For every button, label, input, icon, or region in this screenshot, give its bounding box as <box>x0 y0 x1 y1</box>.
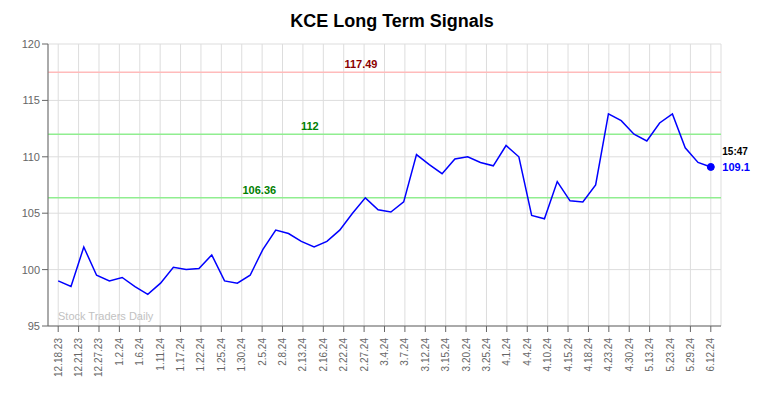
svg-text:109.1: 109.1 <box>722 161 750 173</box>
svg-text:1.30.24: 1.30.24 <box>236 338 247 372</box>
svg-text:12.27.23: 12.27.23 <box>93 338 104 377</box>
svg-text:1.17.24: 1.17.24 <box>175 338 186 372</box>
svg-text:1.2.24: 1.2.24 <box>114 338 125 366</box>
svg-text:3.7.24: 3.7.24 <box>399 338 410 366</box>
svg-text:110: 110 <box>22 151 40 163</box>
svg-text:3.12.24: 3.12.24 <box>420 338 431 372</box>
svg-text:3.25.24: 3.25.24 <box>481 338 492 372</box>
svg-text:Stock Traders Daily: Stock Traders Daily <box>58 310 154 322</box>
svg-text:4.23.24: 4.23.24 <box>603 338 614 372</box>
svg-text:12.18.23: 12.18.23 <box>53 338 64 377</box>
svg-text:4.1.24: 4.1.24 <box>501 338 512 366</box>
svg-text:95: 95 <box>28 320 40 332</box>
svg-text:2.13.24: 2.13.24 <box>297 338 308 372</box>
svg-text:112: 112 <box>301 120 319 132</box>
svg-text:4.30.24: 4.30.24 <box>624 338 635 372</box>
svg-text:5.29.24: 5.29.24 <box>685 338 696 372</box>
svg-text:3.20.24: 3.20.24 <box>461 338 472 372</box>
svg-text:15:47: 15:47 <box>722 146 748 157</box>
svg-text:1.22.24: 1.22.24 <box>195 338 206 372</box>
svg-text:3.15.24: 3.15.24 <box>440 338 451 372</box>
svg-text:2.5.24: 2.5.24 <box>257 338 268 366</box>
html-text:KCE Long Term Signals: KCE Long Term Signals <box>290 11 494 31</box>
svg-text:4.18.24: 4.18.24 <box>583 338 594 372</box>
svg-text:120: 120 <box>22 38 40 50</box>
svg-text:4.15.24: 4.15.24 <box>563 338 574 372</box>
svg-text:3.4.24: 3.4.24 <box>379 338 390 366</box>
svg-text:2.16.24: 2.16.24 <box>318 338 329 372</box>
svg-text:5.13.24: 5.13.24 <box>644 338 655 372</box>
svg-text:1.25.24: 1.25.24 <box>216 338 227 372</box>
svg-text:5.23.24: 5.23.24 <box>665 338 676 372</box>
svg-text:4.4.24: 4.4.24 <box>522 338 533 366</box>
svg-text:1.11.24: 1.11.24 <box>155 338 166 371</box>
svg-text:6.12.24: 6.12.24 <box>705 338 716 372</box>
svg-text:2.8.24: 2.8.24 <box>277 338 288 366</box>
svg-text:12.21.23: 12.21.23 <box>73 338 84 377</box>
svg-text:100: 100 <box>22 264 40 276</box>
svg-text:1.6.24: 1.6.24 <box>134 338 145 366</box>
svg-text:2.22.24: 2.22.24 <box>338 338 349 372</box>
svg-text:117.49: 117.49 <box>344 58 377 70</box>
svg-text:115: 115 <box>22 94 40 106</box>
svg-text:4.10.24: 4.10.24 <box>542 338 553 372</box>
svg-text:106.36: 106.36 <box>242 184 276 196</box>
svg-text:105: 105 <box>22 207 40 219</box>
svg-text:2.27.24: 2.27.24 <box>359 338 370 372</box>
